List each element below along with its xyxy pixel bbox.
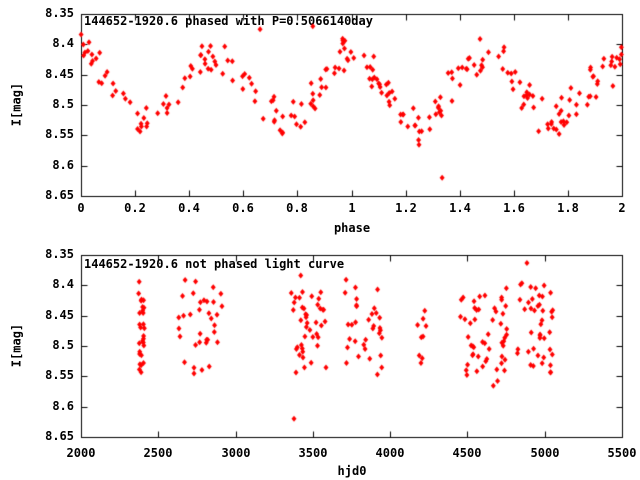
top-plot-y-tick-label: 8.6 [52, 158, 74, 172]
bottom-plot-x-tick-label: 4500 [452, 446, 482, 460]
bottom-plot-y-tick-label: 8.55 [45, 368, 74, 382]
bottom-plot-x-tick-label: 4000 [375, 446, 405, 460]
top-plot-y-tick-label: 8.45 [45, 67, 74, 81]
bottom-plot-y-tick-label: 8.65 [45, 429, 74, 443]
bottom-plot-y-tick-label: 8.4 [52, 277, 74, 291]
bottom-plot-x-tick-label: 5000 [530, 446, 560, 460]
bottom-plot-x-tick-label: 5500 [607, 446, 637, 460]
top-x-axis-label: phase [333, 221, 371, 235]
top-plot-x-tick-label: 2 [618, 201, 626, 215]
bottom-plot-x-tick-label: 3000 [221, 446, 251, 460]
bottom-x-axis-label: hjd0 [337, 464, 367, 478]
bottom-plot-y-tick-label: 8.45 [45, 308, 74, 322]
bottom-plot-x-tick-label: 2000 [66, 446, 96, 460]
top-plot-y-tick-label: 8.65 [45, 188, 74, 202]
top-plot-y-tick-label: 8.55 [45, 127, 74, 141]
bottom-plot-y-tick-label: 8.5 [52, 338, 74, 352]
bottom-plot-x-tick-label: 2500 [143, 446, 173, 460]
bottom-plot-x-tick-label: 3500 [298, 446, 328, 460]
bottom-plot-title: 144652-1920.6 not phased light curve [84, 257, 345, 271]
bottom-plot-y-tick-label: 8.6 [52, 399, 74, 413]
top-plot-title: 144652-1920.6 phased with P=0.5066140day [84, 14, 373, 28]
top-plot-y-tick-label: 8.35 [45, 6, 74, 20]
bottom-plot-y-tick-label: 8.35 [45, 247, 74, 261]
top-plot-y-tick-label: 8.5 [52, 97, 74, 111]
top-plot-y-tick-label: 8.4 [52, 36, 74, 50]
